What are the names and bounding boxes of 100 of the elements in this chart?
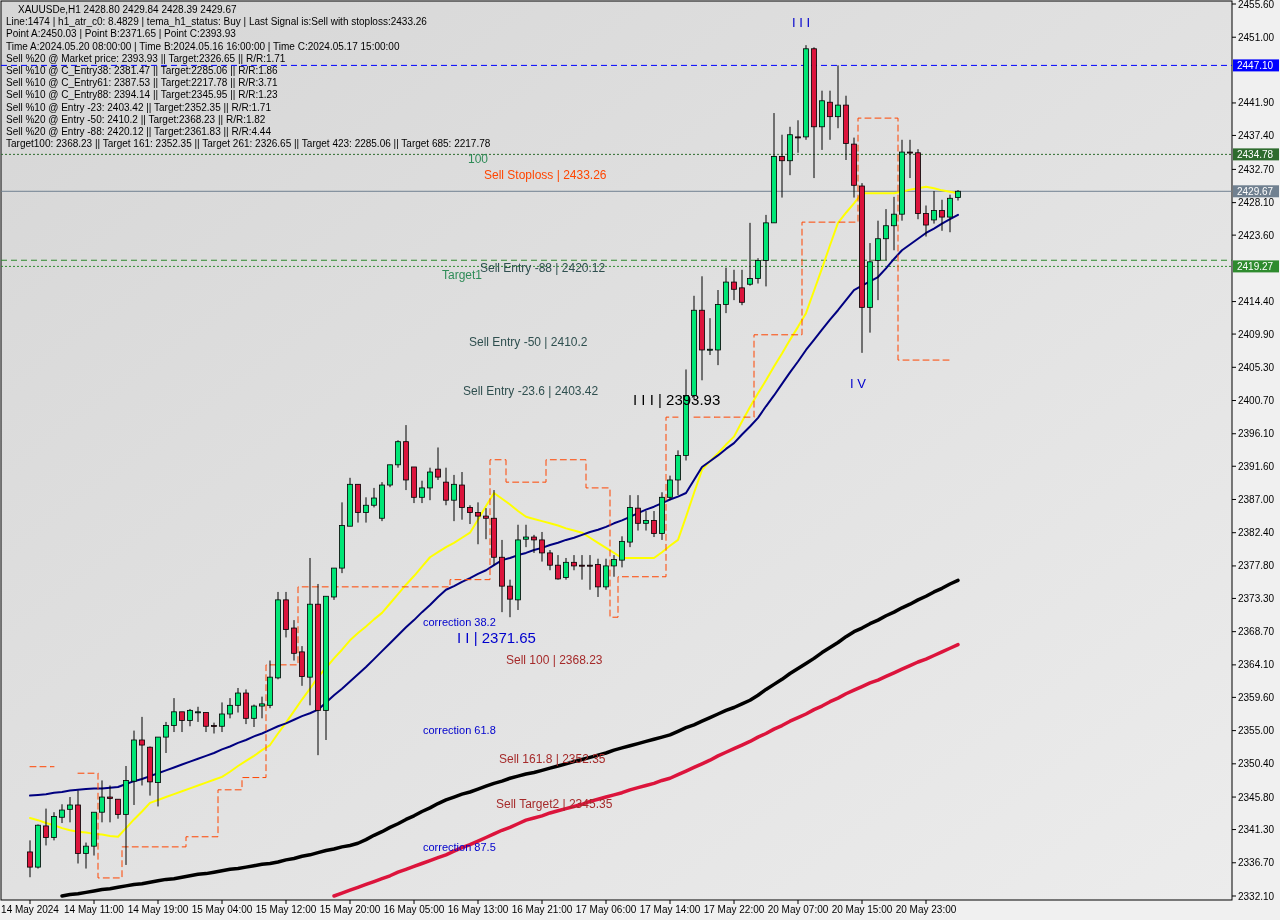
annotation: Point A:2450.03 | Point B:2371.65 | Point C:2393.93 [6,28,237,39]
candlestick [467,504,473,525]
candlestick [827,90,833,141]
candlestick [907,139,913,179]
y-tick-label: 2373.30 [1238,592,1275,604]
x-tick-label: 14 May 11:00 [64,904,125,915]
candlestick [723,267,729,314]
candlestick [835,64,841,129]
candlestick [107,784,113,823]
candlestick [451,474,457,522]
candlestick [947,194,953,233]
y-tick-label: 2377.80 [1238,560,1275,572]
y-tick-label: 2332.10 [1238,890,1275,902]
candlestick [587,554,593,591]
candlestick [219,701,225,733]
candlestick [483,507,489,540]
x-tick-label: 17 May 14:00 [639,904,701,915]
x-tick-label: 16 May 21:00 [511,904,573,915]
y-tick-label: 2368.70 [1238,626,1275,638]
candlestick [203,712,209,733]
annotation: Sell Stoploss | 2433.26 [484,168,607,182]
x-tick-label: 16 May 13:00 [447,904,509,915]
ref-line-label: 2429.67 [1237,185,1274,197]
y-tick-label: 2387.00 [1238,493,1275,505]
ref-line-label: 2419.27 [1237,260,1274,272]
candlestick [571,554,577,571]
annotation: Sell 100 | 2368.23 [506,653,603,667]
candlestick [387,464,393,488]
candlestick [555,554,561,581]
candlestick [923,205,929,238]
candlestick [507,579,513,618]
candlestick [595,558,601,598]
ref-line-label: 2434.78 [1237,148,1274,160]
candlestick [795,119,801,154]
candlestick [755,257,761,285]
annotation: Sell %20 @ Entry -50: 2410.2 || Target:2368.23 || R/R:1.82 [6,114,266,125]
annotation: XAUUSDe,H1 2428.80 2429.84 2428.39 2429.67 [18,4,237,15]
annotation: Sell %20 @ Market price: 2393.93 || Target:2326.65 || R/R:1.71 [6,53,286,64]
candlestick [43,808,49,846]
annotation: Time A:2024.05.20 08:00:00 | Time B:2024.05.16 16:00:00 | Time C:2024.05.17 15:00:00 [6,41,400,52]
candlestick [939,199,945,232]
x-tick-label: 17 May 06:00 [575,904,637,915]
candlestick [171,697,177,733]
candlestick [643,510,649,532]
x-tick-label: 14 May 19:00 [127,904,189,915]
annotation: Sell %10 @ Entry -23: 2403.42 || Target:2352.35 || R/R:1.71 [6,102,272,113]
y-tick-label: 2382.40 [1238,527,1275,539]
y-tick-label: 2451.00 [1238,31,1275,43]
candlestick [195,706,201,723]
candlestick [547,549,553,571]
y-tick-label: 2350.40 [1238,758,1275,770]
x-tick-label: 15 May 20:00 [319,904,381,915]
candlestick [475,501,481,545]
y-tick-label: 2409.90 [1238,328,1275,340]
x-tick-label: 17 May 22:00 [703,904,765,915]
candlestick [179,711,185,733]
line-series [332,642,960,898]
candlestick [611,554,617,578]
candlestick [667,475,673,501]
candlestick [619,535,625,568]
y-tick-label: 2405.30 [1238,361,1275,373]
y-tick-label: 2359.60 [1238,691,1275,703]
y-tick-label: 2455.60 [1238,0,1275,10]
candlestick [51,811,57,841]
annotation: I I I [792,15,811,30]
candlestick [635,494,641,532]
candlestick [731,269,737,301]
candlestick [139,716,145,786]
y-tick-label: 2336.70 [1238,857,1275,869]
annotation: Line:1474 | h1_atr_c0: 8.4829 | tema_h1_status: Buy | Last Signal is:Sell with stoploss:2433.26 [6,16,428,27]
y-tick-label: 2364.10 [1238,659,1275,671]
annotation: Sell %10 @ C_Entry38: 2381.47 || Target:2285.06 || R/R:1.86 [6,65,279,76]
candlestick [459,471,465,521]
candlestick [227,697,233,719]
x-tick-label: 14 May 2024 [1,904,60,915]
candlestick [707,317,713,356]
candlestick [931,190,937,225]
candlestick [115,798,121,820]
candlestick [779,134,785,199]
y-tick-label: 2400.70 [1238,395,1275,407]
y-tick-label: 2391.60 [1238,460,1275,472]
y-tick-label: 2414.40 [1238,296,1275,308]
candlestick [363,496,369,524]
candlestick [563,557,569,581]
ref-line-label: 2447.10 [1237,59,1274,71]
candlestick [603,558,609,591]
candlestick [875,220,881,301]
candlestick [747,222,753,287]
x-tick-label: 15 May 12:00 [255,904,317,915]
candlestick [531,534,537,554]
x-tick-label: 20 May 23:00 [895,904,957,915]
candlestick [163,721,169,754]
candlestick [739,269,745,306]
y-tick-label: 2355.00 [1238,725,1275,737]
candlestick [579,554,585,581]
candlestick [59,803,65,824]
y-tick-label: 2423.60 [1238,229,1275,241]
annotation: correction 38.2 [423,616,496,628]
y-tick-label: 2345.80 [1238,791,1275,803]
y-tick-label: 2341.30 [1238,824,1275,836]
